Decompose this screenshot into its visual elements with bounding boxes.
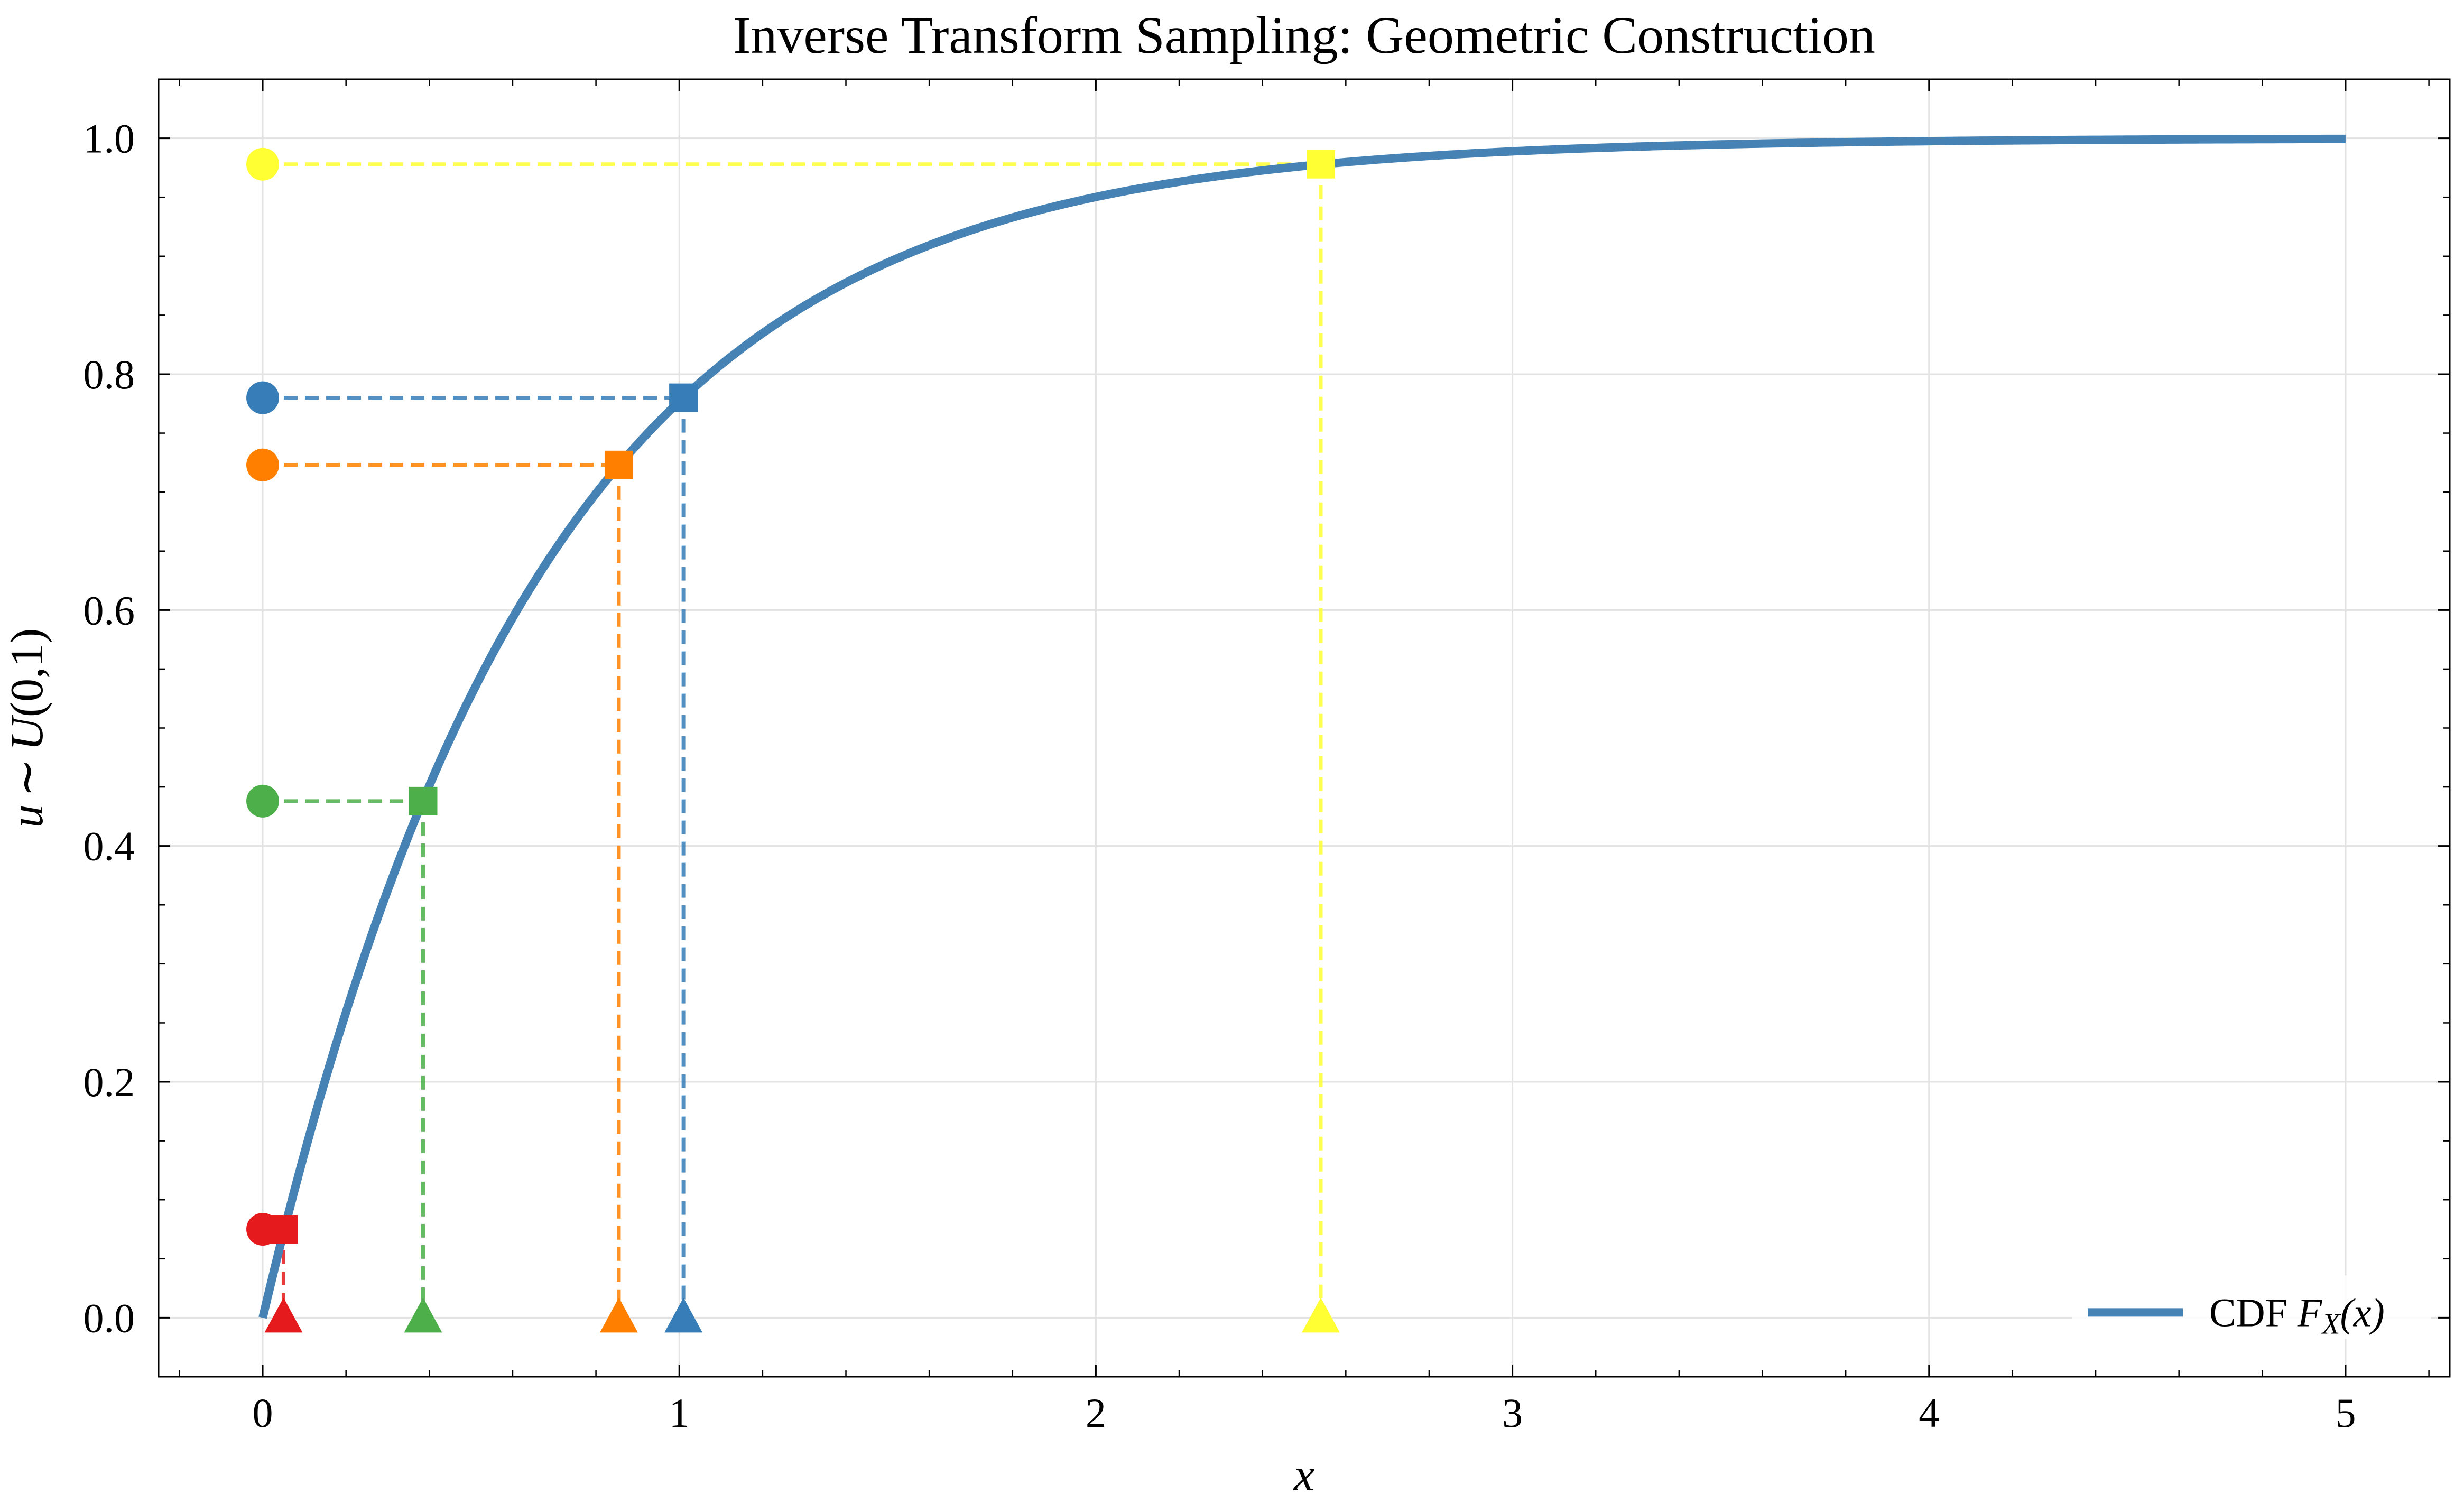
x-tick-label: 5 xyxy=(2335,1390,2356,1436)
x-tick-label: 1 xyxy=(669,1390,690,1436)
y-tick-label: 0.6 xyxy=(84,587,135,633)
u-marker-circle xyxy=(246,448,280,481)
grid xyxy=(159,79,2450,1377)
y-label-u: u xyxy=(2,804,53,828)
sample-markers xyxy=(246,147,1340,1333)
x-sample-triangle xyxy=(404,1297,442,1333)
cdf-point-square xyxy=(269,1215,298,1244)
x-sample-triangle xyxy=(264,1297,303,1333)
y-axis-label: u ∼ U(0,1) xyxy=(2,628,53,828)
x-tick-label: 4 xyxy=(1919,1390,1939,1436)
x-tick-label: 3 xyxy=(1502,1390,1523,1436)
y-tick-label: 1.0 xyxy=(84,116,135,162)
guide-lines xyxy=(263,162,1323,1318)
legend-box xyxy=(2072,1275,2431,1339)
y-tick-label: 0.4 xyxy=(84,823,135,869)
tick-labels: 0 1 2 3 4 5 0.0 0.2 0.4 0.6 0.8 1.0 xyxy=(84,116,2356,1436)
cdf-point-square xyxy=(604,450,633,479)
legend-label-cdf: CDF FX(x) xyxy=(2209,1291,2385,1340)
x-axis-label: x xyxy=(1293,1450,1314,1501)
cdf-point-square xyxy=(1307,150,1336,179)
u-marker-circle xyxy=(246,147,280,181)
x-sample-triangle xyxy=(1302,1297,1340,1333)
y-label-sim: ∼ xyxy=(2,758,53,797)
y-tick-label: 0.0 xyxy=(84,1295,135,1341)
x-tick-label: 0 xyxy=(253,1390,273,1436)
chart-title: Inverse Transform Sampling: Geometric Co… xyxy=(733,6,1875,64)
y-tick-label: 0.2 xyxy=(84,1059,135,1105)
x-tick-label: 2 xyxy=(1086,1390,1106,1436)
axis-ticks xyxy=(159,78,2450,1378)
x-sample-triangle xyxy=(664,1297,703,1333)
cdf-point-square xyxy=(409,786,438,815)
u-marker-circle xyxy=(246,381,280,414)
cdf-point-square xyxy=(669,383,698,412)
y-label-args: (0,1) xyxy=(2,628,53,718)
legend: CDF FX(x) xyxy=(2072,1275,2431,1340)
u-marker-circle xyxy=(246,784,280,818)
y-label-U: U xyxy=(2,715,53,751)
x-sample-triangle xyxy=(599,1297,638,1333)
y-tick-label: 0.8 xyxy=(84,351,135,397)
